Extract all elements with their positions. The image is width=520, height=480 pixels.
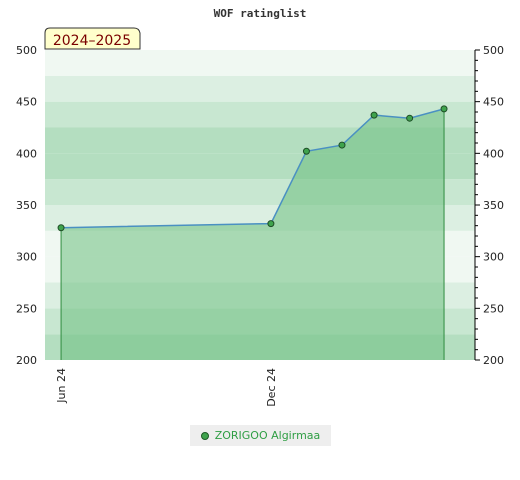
x-tick-label: Jun 24 (55, 368, 68, 404)
data-point (57, 224, 65, 232)
y-tick-label-left: 200 (16, 354, 37, 367)
y-tick-label-right: 500 (483, 44, 504, 57)
data-point (370, 111, 378, 119)
y-tick-label-right: 400 (483, 147, 504, 160)
season-badge: 2024–2025 (44, 27, 141, 50)
legend: ZORIGOO Algirmaa (190, 425, 331, 446)
legend-series-name: ZORIGOO Algirmaa (214, 429, 321, 442)
band (45, 50, 475, 76)
y-tick-label-left: 350 (16, 199, 37, 212)
y-tick-label-right: 300 (483, 251, 504, 264)
data-point (338, 141, 346, 149)
data-point (406, 114, 414, 122)
chart-title: WOF ratinglist (214, 7, 307, 20)
y-tick-label-left: 500 (16, 44, 37, 57)
y-tick-label-left: 400 (16, 147, 37, 160)
x-tick-label: Dec 24 (265, 368, 278, 407)
band (45, 75, 475, 102)
y-tick-label-right: 200 (483, 354, 504, 367)
data-point (302, 147, 310, 155)
y-tick-label-left: 450 (16, 96, 37, 109)
data-points (57, 105, 448, 232)
axes: 200 200 250 250 300 300 350 350 400 400 450 450 500 5… (16, 44, 504, 407)
series-fill (61, 108, 445, 361)
y-tick-label-right: 450 (483, 96, 504, 109)
y-tick-label-left: 300 (16, 251, 37, 264)
y-tick-label-left: 250 (16, 302, 37, 315)
data-point (440, 105, 448, 113)
season-badge-label: 2024–2025 (53, 33, 131, 49)
y-tick-label-right: 350 (483, 199, 504, 212)
y-tick-label-right: 250 (483, 302, 504, 315)
legend-marker-icon (200, 431, 209, 440)
data-point (267, 220, 275, 228)
